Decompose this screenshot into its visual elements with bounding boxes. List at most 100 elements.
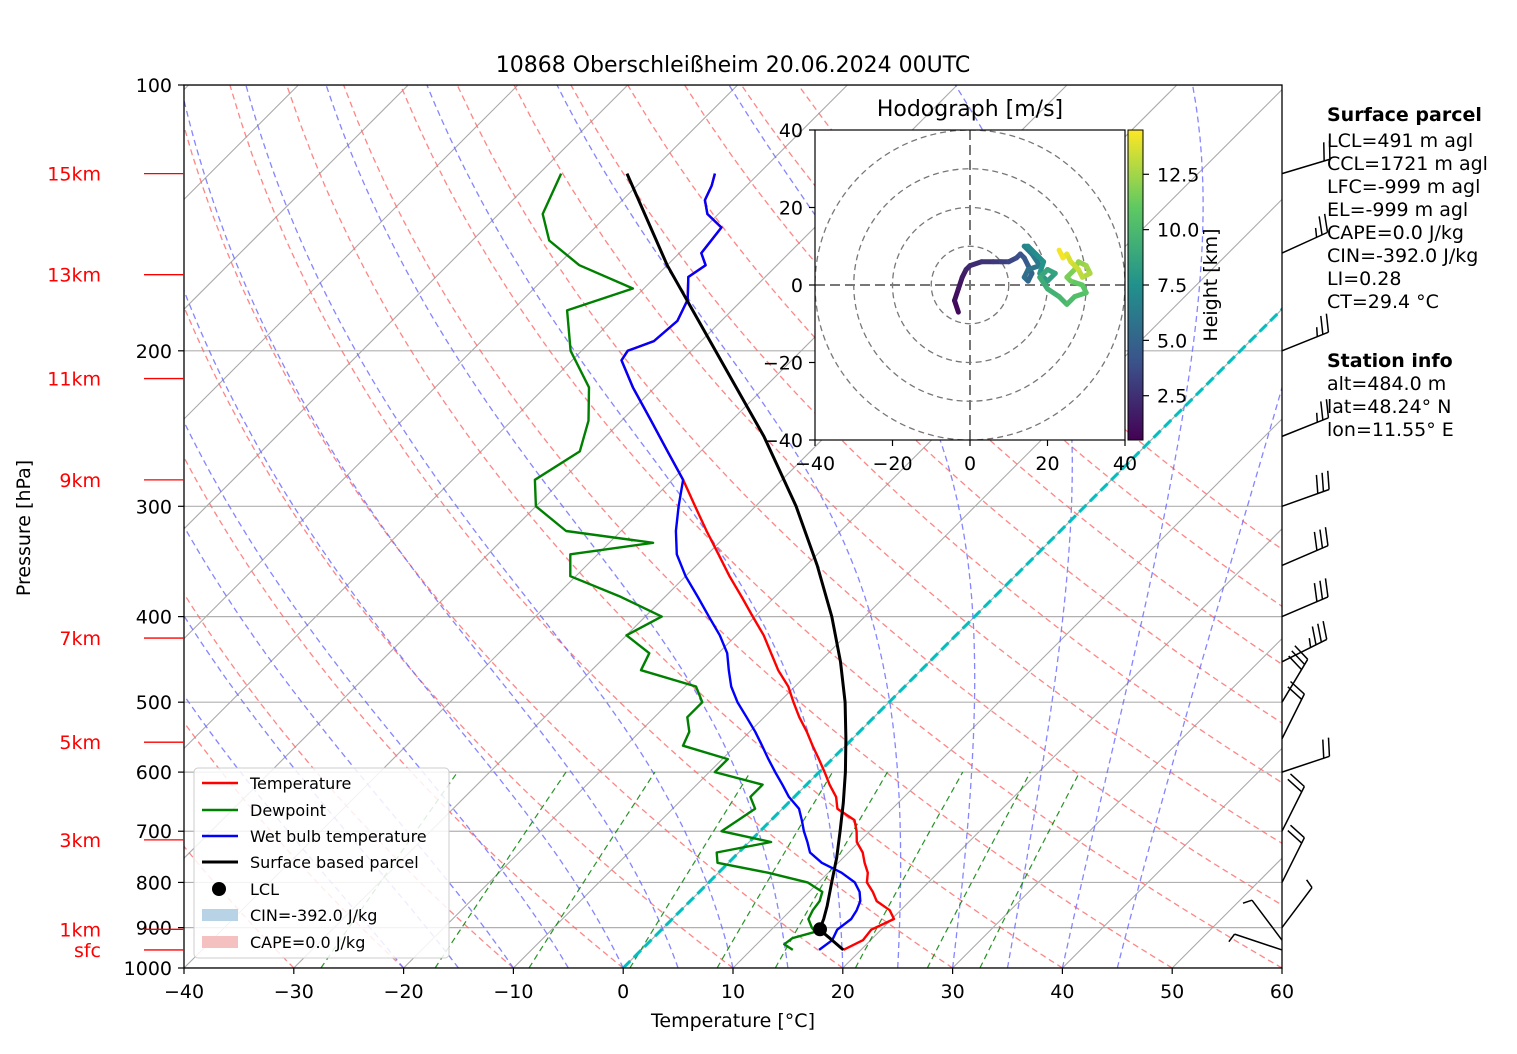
dry-adiabat: [184, 123, 844, 968]
legend-box: [193, 767, 450, 959]
barb-full: [1326, 470, 1330, 490]
hodograph-x-tick-label: −20: [872, 453, 912, 475]
barb-full: [1291, 650, 1306, 665]
isotherm-line: [184, 85, 738, 640]
chart-title: 10868 Oberschleißheim 20.06.2024 00UTC: [496, 53, 971, 78]
hodograph-ring: [930, 245, 1010, 325]
info-li: LI=0.28: [1327, 268, 1401, 290]
wind-barb: [1281, 470, 1330, 508]
barb-half: [1305, 879, 1313, 889]
barb-full: [1322, 739, 1325, 759]
barb-full: [1320, 401, 1324, 421]
barb-full: [1289, 773, 1305, 788]
barb-full: [1323, 213, 1329, 233]
moist-adiabat: [184, 420, 569, 968]
mixing-ratio-line: [716, 771, 834, 968]
mixing-ratio-line: [926, 771, 1031, 968]
colorbar-tick-label: 5.0: [1157, 330, 1187, 352]
x-axis: −40 −30 −20 −10 0 10 20 30 40 50 60: [164, 968, 1294, 1003]
wind-barb: [1281, 645, 1309, 703]
hodograph-axes: −40−40 −20 −20 0 0 20 20 40 40: [763, 120, 1137, 475]
station-info-heading: Station info: [1327, 350, 1453, 372]
isotherm-line: [513, 198, 1282, 968]
barb-full: [1313, 583, 1318, 602]
info-lfc: LFC=-999 m agl: [1327, 176, 1480, 198]
info-ct: CT=29.4 °C: [1327, 291, 1439, 313]
wind-barb: [1281, 527, 1329, 567]
mixing-ratio-line: [854, 771, 964, 968]
height-marker-label: 13km: [47, 265, 101, 287]
hodograph-x-tick-label: 20: [1035, 453, 1059, 475]
hodograph-y-tick-label: 0: [791, 275, 803, 297]
mixing-ratio-line: [434, 771, 567, 968]
barb-full: [1324, 578, 1329, 598]
x-tick-label: −10: [493, 981, 533, 1003]
y-tick-label: 300: [136, 496, 172, 518]
y-tick-label: 700: [136, 821, 172, 843]
isotherm-line: [184, 85, 519, 420]
barb-full: [1288, 655, 1303, 671]
colorbar-tick-label: 7.5: [1157, 275, 1187, 297]
barb-full: [1289, 824, 1305, 839]
barb-staff: [1234, 933, 1283, 951]
barb-full: [1315, 474, 1319, 494]
barb-half: [1315, 412, 1319, 423]
mixing-ratio-line: [528, 771, 656, 968]
barb-staff: [1281, 658, 1309, 703]
moist-adiabat: [1116, 385, 1282, 968]
info-cin: CIN=-392.0 J/kg: [1327, 245, 1478, 267]
barb-half: [1242, 899, 1253, 904]
barb-staff: [1281, 545, 1329, 567]
wind-barb: [1228, 933, 1283, 951]
colorbar-label: Height [km]: [1200, 228, 1222, 341]
station-info: Station info alt=484.0 m lat=48.24° N lo…: [1327, 350, 1454, 441]
wind-barbs: [1228, 140, 1331, 951]
colorbar-tick-label: 10.0: [1157, 220, 1199, 242]
mixing-ratio-line: [979, 771, 1081, 968]
hodograph-y-tick-label: 40: [779, 120, 803, 142]
profile-surface-based-parcel: [625, 172, 848, 952]
height-marker-label: 7km: [59, 628, 101, 650]
hodograph-x-tick-label: 40: [1113, 453, 1137, 475]
moist-adiabat: [1061, 85, 1204, 968]
wind-barb: [1281, 737, 1331, 773]
moist-adiabat: [184, 525, 514, 968]
mixing-ratio-line: [629, 771, 751, 968]
y-axis: 100 200 300 400 500 600 700 800 900 1000: [124, 75, 184, 980]
legend-label-wetbulb: Wet bulb temperature: [250, 827, 427, 846]
barb-staff: [1281, 755, 1330, 773]
profiles: [533, 172, 896, 952]
barb-full: [1324, 527, 1329, 546]
hodograph-x-tick-label: 0: [964, 453, 976, 475]
x-tick-label: 50: [1160, 981, 1184, 1003]
wind-barb: [1281, 620, 1328, 663]
barb-full: [1289, 680, 1305, 695]
barb-full: [1319, 580, 1324, 600]
barb-full: [1325, 313, 1330, 333]
barb-half: [1315, 327, 1319, 337]
legend-label-cape: CAPE=0.0 J/kg: [250, 933, 365, 952]
height-marker-label: 1km: [59, 919, 101, 941]
x-tick-label: 20: [831, 981, 855, 1003]
colorbar-ticks: 2.5 5.0 7.5 10.0 12.5: [1143, 164, 1199, 408]
barb-full: [1322, 620, 1328, 640]
height-marker-label: sfc: [74, 940, 101, 962]
dry-adiabat: [184, 455, 624, 968]
y-tick-label: 1000: [124, 958, 172, 980]
barb-full: [1325, 399, 1330, 418]
isotherm-line: [952, 637, 1282, 968]
wind-barb: [1242, 899, 1283, 941]
wind-barb: [1281, 824, 1306, 883]
moist-adiabat: [954, 85, 1073, 968]
info-lat: lat=48.24° N: [1327, 396, 1451, 418]
wind-barb: [1281, 399, 1330, 438]
barb-staff: [1281, 837, 1306, 883]
barb-staff: [1281, 786, 1306, 832]
isotherm-line: [184, 85, 629, 530]
x-tick-label: −20: [384, 981, 424, 1003]
isotherm-line: [842, 528, 1282, 968]
legend: Temperature Dewpoint Wet bulb temperatur…: [193, 767, 450, 959]
moist-adiabat: [245, 85, 734, 968]
y-tick-label: 100: [136, 75, 172, 97]
